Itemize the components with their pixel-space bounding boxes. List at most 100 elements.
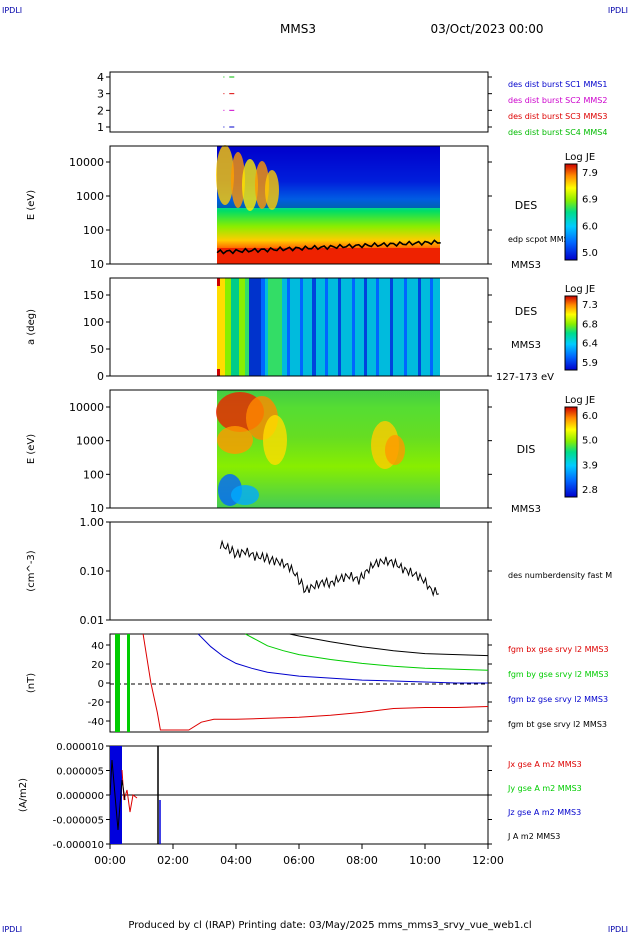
current-xtick-label: 08:00 bbox=[346, 854, 378, 867]
bfield-ytick-label: -20 bbox=[88, 698, 104, 709]
burst-marks bbox=[223, 76, 235, 128]
edp-scpot-line bbox=[216, 239, 441, 255]
des-energy-hotspot bbox=[265, 170, 279, 210]
bfield-ylabel: (nT) bbox=[26, 673, 37, 693]
des-pitch-colorbar-bar bbox=[564, 295, 578, 371]
bfield-ytick-label: 0 bbox=[98, 679, 104, 690]
pitch-stripe bbox=[245, 278, 249, 376]
panel-des-energy: 10000 1000 100 10 E (eV) DES edp scpot MMS3… bbox=[26, 145, 598, 271]
des-energy-ytick-label: 10 bbox=[90, 258, 104, 271]
density-ytick-label: 1.00 bbox=[80, 516, 105, 529]
current-ytick-label: 0.000010 bbox=[56, 742, 104, 753]
des-pitch-ytick-label: 0 bbox=[97, 370, 104, 383]
bfield-legend: fgm bx gse srvy l2 MMS3 fgm by gse srvy l… bbox=[508, 645, 609, 729]
des-pitch-ylabel: a (deg) bbox=[26, 309, 37, 345]
des-energy-ytick-label: 10000 bbox=[69, 156, 104, 169]
density-ylabel: (cm^-3) bbox=[26, 550, 37, 591]
pitch-stripe bbox=[418, 278, 421, 376]
dis-energy-colorbar-title: Log JE bbox=[565, 395, 595, 406]
bfield-ytick-label: -40 bbox=[88, 717, 104, 728]
bfield-green-spike-2 bbox=[127, 634, 130, 732]
bfield-legend-entry: fgm by gse srvy l2 MMS3 bbox=[508, 670, 609, 679]
pitch-stripe bbox=[249, 278, 261, 376]
current-xtick-label: 12:00 bbox=[472, 854, 504, 867]
dis-energy-colorbar-tick: 5.0 bbox=[582, 436, 598, 447]
panel-dis-energy: 10000 1000 100 10 E (eV) DIS MMS3 Log JE 6.0… bbox=[26, 389, 598, 515]
burst-ytick-label: 4 bbox=[97, 71, 104, 84]
bfield-yticks: 40 20 0 -20 -40 bbox=[88, 641, 492, 728]
panel-density-frame bbox=[109, 521, 489, 621]
pitch-stripe bbox=[261, 278, 265, 376]
dis-energy-colorbar-tick: 6.0 bbox=[582, 411, 598, 422]
header-datetime: 03/Oct/2023 00:00 bbox=[430, 22, 543, 36]
burst-legend-entry: des dist burst SC4 MMS4 bbox=[508, 128, 607, 137]
current-xtick-label: 06:00 bbox=[283, 854, 315, 867]
des-pitch-stripes bbox=[217, 278, 433, 376]
dis-energy-colorbar-tick: 3.9 bbox=[582, 460, 598, 471]
pitch-stripe bbox=[338, 278, 341, 376]
current-jx-trace bbox=[121, 769, 138, 813]
des-pitch-ytick-label: 100 bbox=[83, 316, 104, 329]
dis-energy-hotspots bbox=[216, 392, 405, 506]
header-spacecraft: MMS3 bbox=[280, 22, 316, 36]
des-energy-colorbar-tick: 6.0 bbox=[582, 221, 598, 232]
panel-des-energy-frame bbox=[109, 145, 489, 265]
des-pitch-ytick-label: 50 bbox=[90, 343, 104, 356]
density-ytick-label: 0.01 bbox=[80, 614, 105, 627]
bfield-ytick-label: 40 bbox=[91, 641, 104, 652]
corner-label-bottom-right: IPDLI bbox=[608, 925, 628, 934]
des-energy-yticks: 10000 1000 100 10 bbox=[69, 156, 492, 271]
dis-energy-colorbar-tick: 2.8 bbox=[582, 485, 598, 496]
current-xtick-label: 10:00 bbox=[409, 854, 441, 867]
des-energy-colorbar-title: Log JE bbox=[565, 152, 595, 163]
des-pitch-colorbar-title: Log JE bbox=[565, 284, 595, 295]
pitch-hot-mark bbox=[217, 278, 220, 286]
pitch-stripe bbox=[312, 278, 316, 376]
pitch-stripe bbox=[217, 278, 225, 376]
burst-yticks: 4 3 2 1 bbox=[97, 71, 492, 134]
des-pitch-colorbar-tick: 6.8 bbox=[582, 319, 598, 330]
current-j-trace bbox=[109, 759, 126, 831]
dis-energy-sc-label: MMS3 bbox=[511, 504, 541, 515]
des-energy-scpot-label: edp scpot MMS3 bbox=[508, 235, 574, 244]
des-energy-label: DES bbox=[515, 199, 537, 212]
des-energy-ytick-label: 1000 bbox=[76, 190, 104, 203]
bfield-legend-entry: fgm bz gse srvy l2 MMS3 bbox=[508, 695, 608, 704]
pitch-stripe bbox=[231, 278, 239, 376]
current-yticks: 0.000010 0.000005 0.000000 -0.000005 -0.0000… bbox=[53, 742, 492, 851]
des-energy-hotspot bbox=[242, 159, 258, 211]
bfield-series-line bbox=[197, 633, 488, 684]
pitch-stripe bbox=[325, 278, 328, 376]
dis-energy-colorbar: Log JE 6.0 5.0 3.9 2.8 bbox=[564, 395, 598, 498]
current-legend-entry: J A m2 MMS3 bbox=[507, 832, 560, 841]
des-energy-colorbar-tick: 7.9 bbox=[582, 168, 598, 179]
panel-dis-energy-frame bbox=[109, 389, 489, 509]
dis-energy-hotspot bbox=[263, 415, 287, 465]
current-ytick-label: 0.000000 bbox=[56, 791, 104, 802]
pitch-stripe bbox=[300, 278, 303, 376]
burst-ytick-label: 1 bbox=[97, 121, 104, 134]
panel-des-pitch: 150 100 50 0 a (deg) DES MMS3 127-173 eV Lo… bbox=[26, 277, 598, 383]
des-energy-colorbar-bar bbox=[564, 163, 578, 261]
current-legend-entry: Jy gse A m2 MMS3 bbox=[507, 784, 582, 793]
current-xtick-label: 04:00 bbox=[220, 854, 252, 867]
dis-energy-label: DIS bbox=[517, 443, 536, 456]
current-xtick-label: 02:00 bbox=[157, 854, 189, 867]
des-energy-hotspot bbox=[216, 145, 234, 205]
dis-energy-hotspot bbox=[231, 485, 259, 505]
des-pitch-colorbar-tick: 5.9 bbox=[582, 358, 598, 369]
current-ytick-label: -0.000010 bbox=[53, 840, 104, 851]
pitch-stripe bbox=[352, 278, 355, 376]
bfield-series-line bbox=[142, 633, 489, 731]
dis-energy-ytick-label: 10000 bbox=[69, 401, 104, 414]
bfield-green-spike-1 bbox=[115, 634, 120, 732]
corner-label-bottom-left: IPDLI bbox=[2, 925, 22, 934]
bfield-ytick-label: 20 bbox=[91, 660, 104, 671]
pitch-stripe bbox=[404, 278, 407, 376]
des-pitch-label: DES bbox=[515, 305, 537, 318]
des-pitch-yticks: 150 100 50 0 bbox=[83, 289, 492, 383]
burst-legend: des dist burst SC1 MMS1 des dist burst SC… bbox=[508, 80, 607, 137]
corner-label-top-left: IPDLI bbox=[2, 6, 22, 15]
